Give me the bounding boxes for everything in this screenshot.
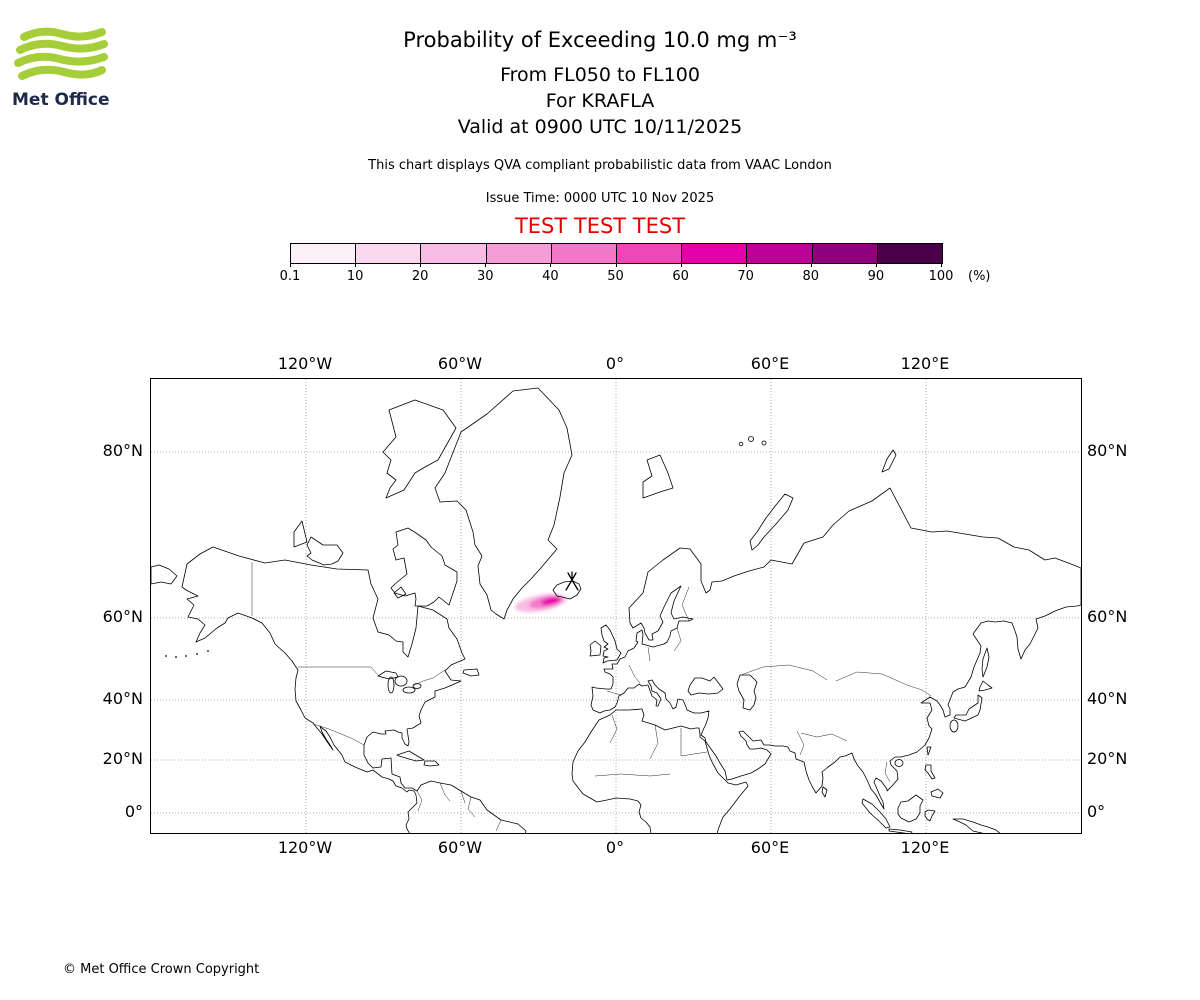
colorbar-tick-label: 20 [411, 269, 429, 284]
lon-label-top: 120°E [900, 354, 950, 373]
world-map [150, 378, 1082, 835]
colorbar-tick-label: 0.1 [279, 269, 301, 284]
colorbar-segment [355, 244, 421, 263]
colorbar-tickmark [355, 263, 357, 267]
logo-text: Met Office [12, 90, 110, 110]
lon-label-bottom: 120°E [900, 838, 950, 857]
colorbar-tickmark [485, 263, 487, 267]
lat-label-left: 60°N [102, 607, 143, 626]
colorbar-segment [420, 244, 486, 263]
subtitle-flight-levels: From FL050 to FL100 [500, 64, 700, 86]
lon-label-top: 60°W [437, 354, 483, 373]
lon-label-bottom: 60°E [750, 838, 790, 857]
logo-wave-icon [14, 27, 108, 80]
colorbar-tickmark [550, 263, 552, 267]
lon-label-bottom: 60°W [437, 838, 483, 857]
colorbar-ticks: 0.1 10 20 30 40 50 60 70 80 90 100 [280, 263, 953, 289]
colorbar [290, 243, 943, 264]
lat-label-right: 40°N [1087, 689, 1128, 708]
country-borders [251, 562, 932, 832]
colorbar-tickmark [810, 263, 812, 267]
colorbar-segment [811, 244, 877, 263]
lon-label-top: 0° [605, 354, 625, 373]
colorbar-tick-label: 80 [802, 269, 820, 284]
colorbar-tickmark [680, 263, 682, 267]
probability-plume [515, 593, 567, 613]
world-map-svg [150, 379, 1082, 835]
colorbar-tickmark [615, 263, 617, 267]
colorbar-segment [616, 244, 682, 263]
colorbar-tick-label: 100 [928, 269, 954, 284]
colorbar-segment [485, 244, 551, 263]
lon-label-bottom: 120°W [277, 838, 333, 857]
subtitle-valid-time: Valid at 0900 UTC 10/11/2025 [457, 116, 743, 138]
colorbar-segment [550, 244, 617, 263]
map-grid [151, 379, 1081, 833]
issue-time: Issue Time: 0000 UTC 10 Nov 2025 [485, 191, 715, 206]
volcano-marker-icon [565, 571, 579, 591]
colorbar-segments [291, 244, 943, 263]
colorbar-tick-label: 40 [542, 269, 559, 284]
colorbar-tick-label: 60 [672, 269, 689, 284]
colorbar-tick-label: 70 [737, 269, 754, 284]
colorbar-segment [681, 244, 747, 263]
colorbar-tickmark [941, 263, 942, 267]
colorbar-tickmark [875, 263, 877, 267]
test-banner: TEST TEST TEST [514, 214, 686, 238]
lon-label-top: 60°E [750, 354, 790, 373]
coastlines [150, 387, 1082, 835]
subtitle-volcano: For KRAFLA [545, 90, 655, 112]
copyright-notice: © Met Office Crown Copyright [63, 962, 260, 977]
colorbar-segment [291, 244, 356, 263]
colorbar-tick-label: 10 [346, 269, 364, 284]
lon-label-top: 120°W [277, 354, 333, 373]
met-office-logo: Met Office [12, 26, 122, 110]
colorbar-segment [746, 244, 812, 263]
colorbar-tick-label: 50 [607, 269, 624, 284]
lat-label-left: 0° [124, 802, 143, 821]
page-title: Probability of Exceeding 10.0 mg m⁻³ [403, 28, 797, 52]
lon-label-bottom: 0° [605, 838, 625, 857]
colorbar-tick-label: 30 [477, 269, 494, 284]
plume-core [541, 596, 561, 606]
lat-label-left: 80°N [102, 441, 143, 460]
lat-label-right: 80°N [1087, 441, 1128, 460]
colorbar-tickmark [420, 263, 422, 267]
qva-note: This chart displays QVA compliant probab… [368, 158, 832, 173]
lat-label-left: 40°N [102, 689, 143, 708]
colorbar-unit: (%) [968, 269, 991, 284]
colorbar-tickmark [745, 263, 747, 267]
lat-label-left: 20°N [102, 749, 143, 768]
colorbar-tick-label: 90 [867, 269, 885, 284]
lat-label-right: 0° [1087, 802, 1106, 821]
lat-label-right: 20°N [1087, 749, 1128, 768]
lat-label-right: 60°N [1087, 607, 1128, 626]
colorbar-tickmark [290, 263, 291, 267]
colorbar-segment [876, 244, 943, 263]
